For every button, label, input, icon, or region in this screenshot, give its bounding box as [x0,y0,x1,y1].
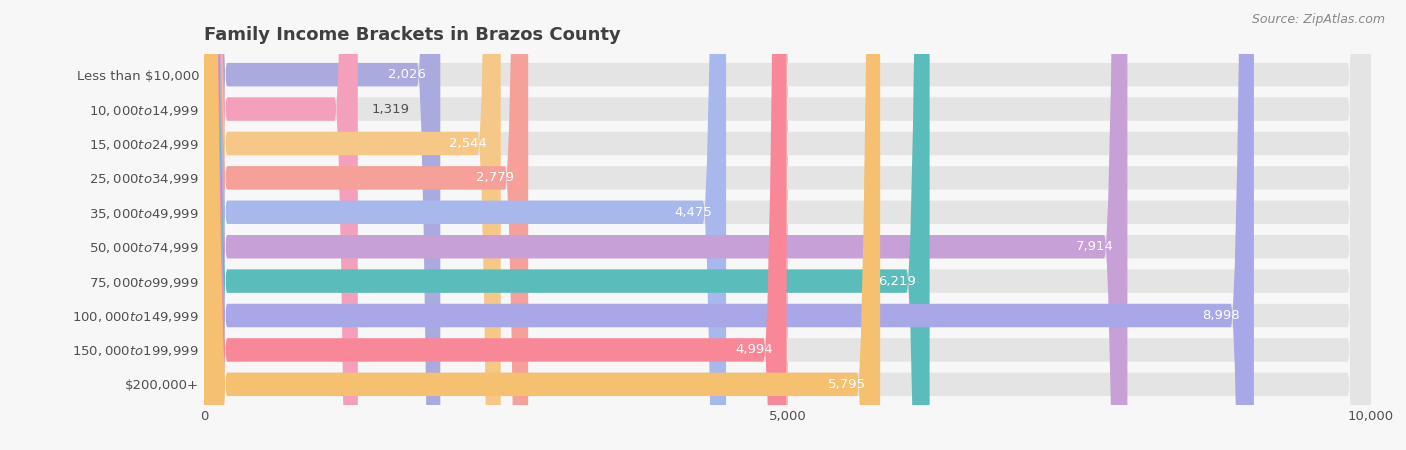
FancyBboxPatch shape [204,0,1371,450]
FancyBboxPatch shape [204,0,787,450]
Text: 4,994: 4,994 [735,343,773,356]
Text: 5,795: 5,795 [828,378,866,391]
Text: 7,914: 7,914 [1076,240,1114,253]
FancyBboxPatch shape [204,0,1371,450]
Text: 1,319: 1,319 [371,103,409,116]
Text: 2,779: 2,779 [477,171,515,184]
Text: Family Income Brackets in Brazos County: Family Income Brackets in Brazos County [204,26,620,44]
FancyBboxPatch shape [204,0,1371,450]
FancyBboxPatch shape [204,0,440,450]
FancyBboxPatch shape [204,0,725,450]
FancyBboxPatch shape [204,0,1371,450]
FancyBboxPatch shape [204,0,1371,450]
Text: 6,219: 6,219 [877,274,915,288]
FancyBboxPatch shape [204,0,929,450]
Text: 2,026: 2,026 [388,68,426,81]
FancyBboxPatch shape [204,0,1371,450]
FancyBboxPatch shape [204,0,501,450]
FancyBboxPatch shape [204,0,1254,450]
FancyBboxPatch shape [204,0,880,450]
FancyBboxPatch shape [204,0,1371,450]
FancyBboxPatch shape [204,0,1371,450]
FancyBboxPatch shape [204,0,529,450]
Text: Source: ZipAtlas.com: Source: ZipAtlas.com [1251,14,1385,27]
FancyBboxPatch shape [204,0,1128,450]
FancyBboxPatch shape [204,0,1371,450]
FancyBboxPatch shape [204,0,357,450]
Text: 8,998: 8,998 [1202,309,1240,322]
Text: 2,544: 2,544 [449,137,486,150]
FancyBboxPatch shape [204,0,1371,450]
Text: 4,475: 4,475 [675,206,711,219]
